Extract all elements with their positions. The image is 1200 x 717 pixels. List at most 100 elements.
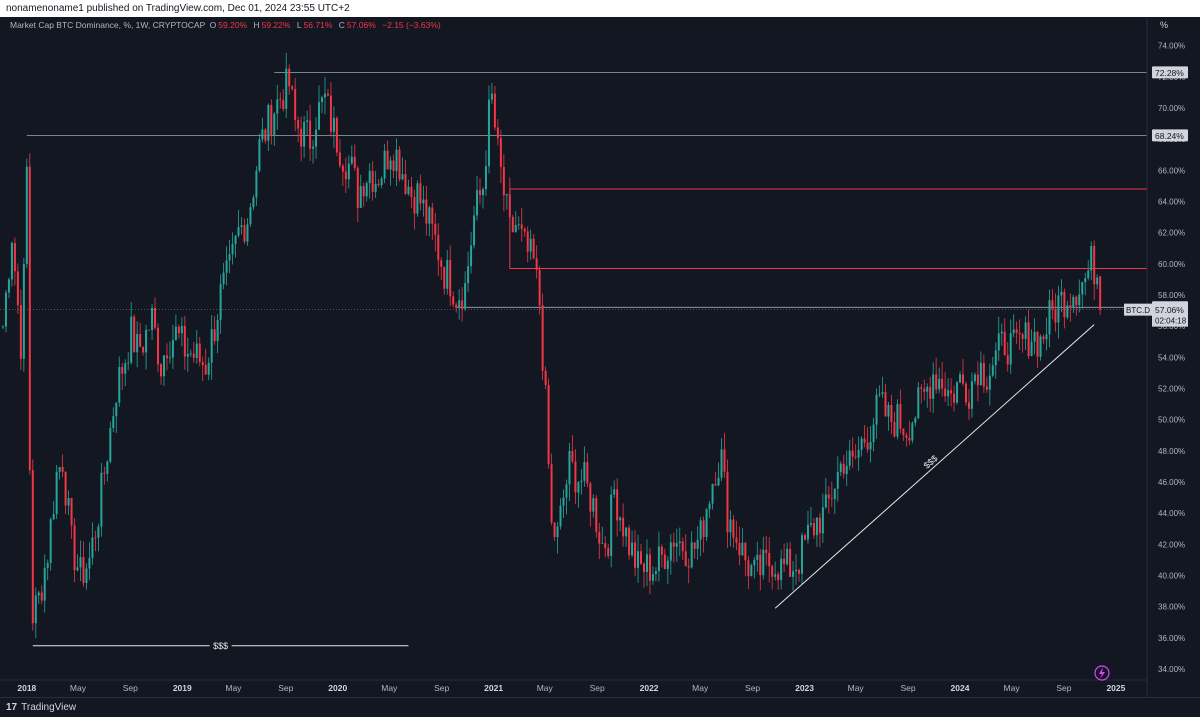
x-tick-label: 2022 — [640, 683, 659, 693]
candle-body — [863, 438, 866, 443]
x-tick-label: May — [1004, 683, 1021, 693]
candle-body — [452, 296, 455, 305]
candle-body — [303, 122, 306, 147]
candle-body — [1015, 329, 1018, 333]
candle-body — [616, 489, 619, 521]
candle-body — [177, 326, 180, 334]
candle-body — [162, 355, 165, 377]
candle-body — [210, 329, 213, 363]
candle-body — [252, 197, 255, 208]
candle-body — [634, 542, 637, 568]
candle-body — [34, 595, 37, 624]
candle-body — [687, 566, 690, 568]
candle-body — [458, 300, 461, 308]
time-axis[interactable]: 2018 May Sep 2019 May Sep 2020 May Sep 2021 May Sep… — [0, 679, 1147, 693]
candle-body — [541, 305, 544, 371]
candle-body — [350, 156, 353, 164]
candle-body — [708, 503, 711, 510]
candle-body — [642, 563, 645, 573]
scale-unit-button[interactable]: % — [1160, 20, 1169, 30]
candle-body — [508, 194, 511, 217]
x-tick-label: Sep — [434, 683, 449, 693]
candle-body — [1, 326, 4, 328]
candle-body — [228, 254, 231, 261]
candle-body — [973, 374, 976, 382]
candle-body — [884, 392, 887, 417]
chart-canvas[interactable]: $$$$$$ 74.00%72.00%70.00%68.00%66.00%64.… — [0, 0, 1200, 697]
candle-body — [443, 266, 446, 289]
candle-body — [956, 382, 959, 403]
candle-body — [881, 392, 884, 394]
candle-body — [1042, 336, 1045, 340]
open-value: 59.20% — [218, 20, 248, 30]
annotation-label-bg — [209, 639, 232, 652]
candle-body — [944, 388, 947, 397]
level-lines — [0, 71, 1148, 310]
current-price-label: 57.06% — [1155, 305, 1184, 315]
candle-body — [678, 541, 681, 544]
low-value: 56.71% — [303, 20, 333, 30]
symbol-tag-bg — [1124, 303, 1152, 316]
candle-body — [198, 343, 201, 362]
candle-body — [908, 437, 911, 441]
candle-body — [777, 574, 780, 581]
candle-body — [416, 183, 419, 214]
candle-body — [505, 194, 508, 196]
price-axis[interactable]: 74.00%72.00%70.00%68.00%66.00%64.00%62.0… — [1146, 18, 1185, 697]
candle-body — [842, 463, 845, 474]
candle-body — [270, 105, 273, 136]
price-labels: 72.28%68.24%57.21%BTC.D57.06%02:04:18 — [1124, 66, 1188, 327]
candle-body — [213, 329, 216, 342]
candle-body — [1096, 277, 1099, 285]
candle-body — [702, 520, 705, 538]
candle-body — [374, 183, 377, 192]
candle-body — [1051, 300, 1054, 310]
candle-body — [10, 243, 13, 280]
candle-body — [735, 537, 738, 543]
candle-body — [392, 160, 395, 172]
candle-body — [568, 450, 571, 485]
candle-body — [142, 346, 145, 353]
candle-body — [371, 170, 374, 192]
close-label: C — [338, 20, 345, 30]
candle-body — [476, 190, 479, 216]
candle-body — [511, 216, 514, 233]
candle-body — [157, 327, 160, 365]
x-tick-label: May — [225, 683, 242, 693]
candle-body — [300, 128, 303, 147]
candle-body — [407, 186, 410, 194]
candle-body — [795, 569, 798, 572]
annotation-label: $$$ — [922, 453, 940, 470]
candle-body — [273, 113, 276, 136]
candle-body — [878, 393, 881, 395]
candle-body — [583, 462, 586, 481]
candle-body — [577, 482, 580, 493]
candle-body — [789, 548, 792, 577]
symbol-name[interactable]: Market Cap BTC Dominance, %, 1W, CRYPTOC… — [10, 20, 206, 30]
candle-body — [827, 494, 830, 499]
candle-body — [657, 546, 660, 572]
candle-body — [1045, 334, 1048, 340]
candle-body — [493, 93, 496, 128]
candle-body — [171, 340, 174, 358]
candle-body — [550, 464, 553, 523]
candle-body — [1063, 291, 1066, 318]
candle-body — [297, 119, 300, 129]
candle-body — [386, 150, 389, 170]
candle-body — [473, 215, 476, 246]
candle-body — [559, 505, 562, 527]
candle-body — [604, 543, 607, 548]
candle-body — [786, 548, 789, 565]
candle-body — [744, 542, 747, 561]
candle-body — [318, 102, 321, 130]
candle-body — [1036, 331, 1039, 357]
candle-body — [964, 383, 967, 403]
candle-body — [979, 362, 982, 386]
tradingview-logo[interactable]: 17 TradingView — [6, 701, 76, 715]
candle-body — [46, 562, 49, 568]
change-value: −2.15 (−3.63%) — [382, 20, 441, 30]
lightning-icon[interactable] — [1094, 665, 1110, 681]
annotations: $$$ $$$ — [32, 324, 1095, 652]
tradingview-logo-icon: 17 — [6, 702, 18, 713]
candle-body — [959, 374, 962, 383]
